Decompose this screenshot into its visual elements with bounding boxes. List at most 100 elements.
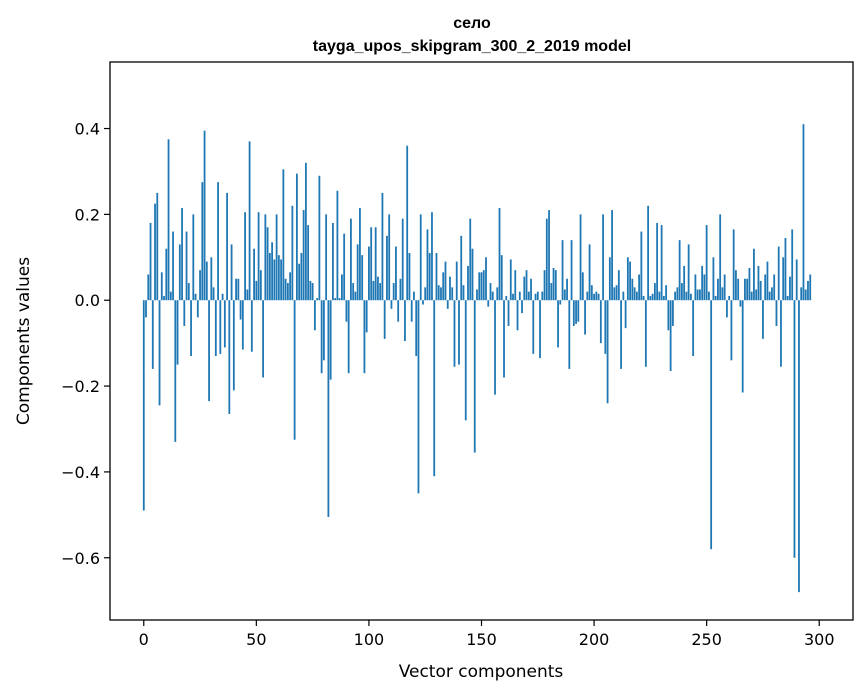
bar — [167, 139, 170, 301]
bar — [219, 300, 222, 354]
bar — [343, 233, 346, 301]
bar — [717, 278, 719, 301]
bar — [309, 280, 312, 301]
bar — [440, 287, 442, 301]
bar — [712, 257, 715, 301]
bar — [244, 212, 246, 301]
bar — [253, 248, 255, 301]
bar — [291, 205, 294, 301]
bar — [196, 300, 199, 318]
bar — [154, 203, 156, 301]
bar — [151, 300, 154, 369]
bar — [563, 289, 566, 301]
bar — [809, 274, 812, 301]
bar — [199, 270, 201, 301]
bar — [721, 287, 724, 301]
bar — [458, 300, 460, 365]
bar — [410, 300, 413, 322]
bar — [422, 300, 424, 305]
bar — [653, 283, 656, 301]
bar — [764, 274, 767, 301]
bar — [142, 300, 145, 511]
bar — [732, 229, 735, 301]
y-axis: −0.6 −0.4 −0.2 0.0 0.2 0.4 — [61, 120, 110, 568]
bar — [730, 300, 733, 361]
bar — [530, 278, 532, 301]
bar — [460, 235, 463, 301]
bar — [532, 300, 535, 354]
x-axis-label: Vector components — [399, 662, 564, 682]
bar — [635, 291, 638, 301]
bar — [723, 274, 726, 301]
bar — [406, 145, 409, 301]
bar — [399, 278, 402, 301]
bar — [194, 293, 197, 301]
bar — [192, 214, 195, 301]
bar — [559, 300, 562, 305]
bar — [595, 291, 598, 301]
bar — [160, 272, 163, 301]
bar — [241, 300, 244, 350]
bar — [471, 248, 474, 301]
bar — [512, 293, 514, 301]
bar — [807, 280, 809, 301]
bar — [786, 295, 789, 301]
bar — [514, 270, 517, 301]
bar — [507, 300, 510, 326]
bar — [255, 280, 258, 301]
bar — [496, 287, 499, 301]
bar — [250, 300, 253, 352]
bar-series — [142, 124, 812, 593]
bar — [789, 276, 791, 301]
bar — [246, 289, 249, 301]
bar — [311, 283, 314, 301]
bar — [714, 295, 717, 301]
bar — [771, 287, 773, 301]
bar — [561, 240, 564, 301]
bar — [793, 300, 796, 558]
bar — [273, 259, 276, 301]
bar — [640, 231, 643, 301]
bar — [773, 274, 776, 301]
bar — [755, 289, 758, 301]
bar — [633, 287, 636, 301]
bar — [208, 300, 210, 402]
bar — [334, 298, 337, 301]
bar — [642, 295, 645, 301]
bar — [491, 291, 494, 301]
bar — [462, 285, 465, 301]
bar — [282, 169, 285, 301]
bar — [523, 276, 526, 301]
bar — [383, 300, 386, 339]
bar — [377, 276, 379, 301]
bar — [611, 210, 613, 301]
bar — [658, 291, 661, 301]
bar — [768, 291, 771, 301]
bar — [687, 244, 690, 301]
bar — [487, 300, 490, 307]
bar — [442, 272, 445, 301]
bar — [257, 212, 260, 301]
bar — [473, 300, 476, 453]
bar — [428, 253, 431, 301]
bar — [318, 175, 321, 301]
bar — [494, 300, 496, 395]
bar — [390, 300, 393, 309]
bar — [753, 248, 755, 301]
bar — [415, 300, 418, 357]
bar — [536, 291, 539, 301]
bar — [413, 291, 415, 301]
bar — [780, 300, 782, 367]
bar — [266, 227, 269, 301]
y-tick-label: 0.0 — [75, 291, 100, 310]
bar — [683, 265, 686, 301]
bar — [329, 300, 332, 380]
bar — [316, 298, 319, 301]
y-tick-label: −0.4 — [61, 463, 100, 482]
bar — [433, 300, 436, 477]
bar — [581, 272, 584, 301]
chart-title: село — [453, 15, 491, 32]
bar — [435, 253, 438, 301]
bar — [735, 270, 737, 301]
bar — [352, 283, 355, 301]
